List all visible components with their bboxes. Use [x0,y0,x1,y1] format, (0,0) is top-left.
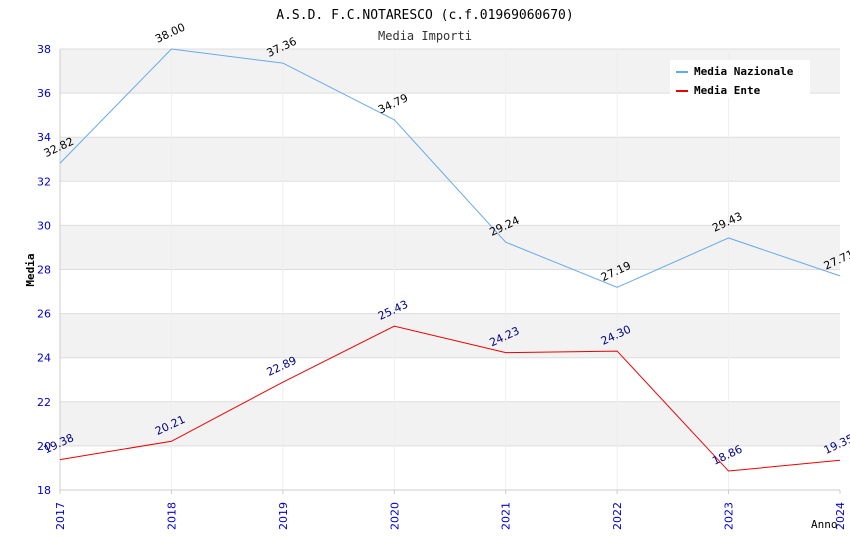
y-tick-label: 36 [37,87,51,100]
x-axis-title: Anno [811,518,838,531]
x-tick-label: 2021 [500,502,513,530]
y-tick-label: 32 [37,175,51,188]
grid-band [60,401,840,446]
x-tick-label: 2018 [165,502,178,530]
y-tick-label: 34 [37,131,51,144]
y-tick-label: 30 [37,219,51,232]
y-tick-label: 26 [37,308,51,321]
series-line-media-nazionale [59,48,841,288]
grid-band [60,313,840,358]
x-tick-label: 2019 [277,502,290,530]
y-tick-label: 18 [37,484,51,497]
data-label-media-nazionale: 34.79 [376,91,410,116]
legend: Media Nazionale Media Ente [670,60,810,98]
data-label-media-nazionale: 38.00 [153,21,187,46]
x-tick-label: 2023 [723,502,736,530]
y-tick-label: 24 [37,352,51,365]
x-tick-label: 2020 [388,502,401,530]
y-tick-label: 22 [37,396,51,409]
legend-box [670,60,810,98]
x-tick-label: 2024 [834,502,847,530]
chart-subtitle: Media Importi [378,29,472,43]
data-label-media-ente: 19.38 [42,431,76,456]
legend-label-media-ente: Media Ente [694,84,761,97]
y-tick-label: 38 [37,43,51,56]
y-tick-label: 20 [37,440,51,453]
legend-label-media-nazionale: Media Nazionale [694,65,794,78]
y-tick-label: 28 [37,264,51,277]
grid-band [60,225,840,270]
x-tick-label: 2022 [611,502,624,530]
grid-band [60,137,840,182]
x-tick-label: 2017 [54,502,67,530]
chart-title: A.S.D. F.C.NOTARESCO (c.f.01969060670) [276,8,573,23]
series-line-media-ente [59,325,841,472]
y-axis-title: Media [24,253,37,286]
data-label-media-ente: 18.86 [710,443,744,468]
